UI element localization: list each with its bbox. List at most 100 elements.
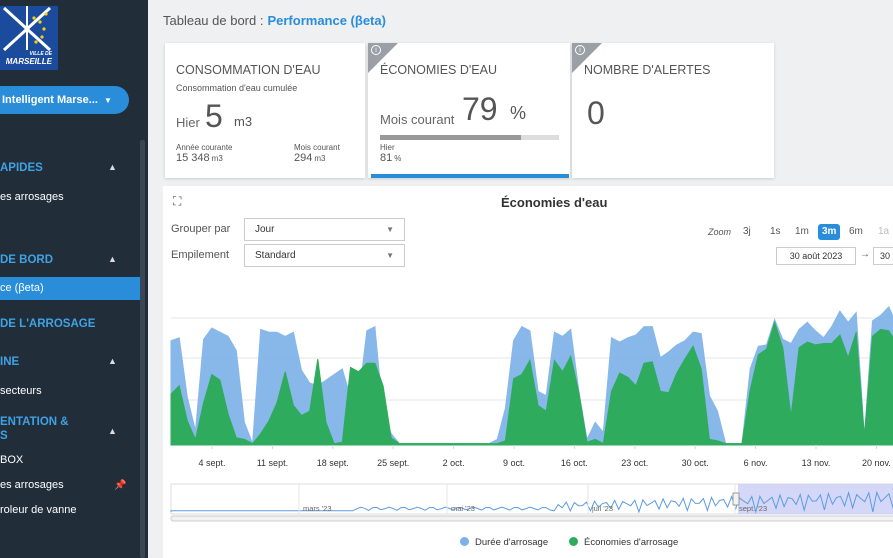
x-tick-label: 6 nov. (744, 458, 768, 468)
info-icon[interactable]: i (371, 45, 381, 55)
year-value: 15 348 m3 (176, 152, 223, 164)
alerts-value: 0 (587, 95, 605, 131)
legend-dot (569, 537, 578, 546)
chevron-down-icon: ▼ (386, 225, 394, 234)
date-range-arrow: → (860, 249, 870, 260)
pin-icon[interactable]: 📌 (114, 480, 127, 491)
x-tick-label: 16 oct. (561, 458, 588, 468)
card-consumption: CONSOMMATION D'EAU Consommation d'eau cu… (165, 43, 365, 178)
group-by-label: Grouper par (171, 223, 231, 235)
chevron-up-icon: ▲ (108, 356, 117, 366)
savings-progress-bar (380, 135, 559, 140)
date-to-input[interactable]: 30 (873, 247, 893, 265)
main-label: Hier (176, 115, 200, 130)
active-card-indicator (371, 174, 569, 178)
chevron-up-icon: ▲ (108, 254, 117, 264)
site-selector[interactable]: Intelligent Marse... ▼ (0, 86, 129, 114)
x-tick-label: 30 oct. (682, 458, 709, 468)
x-tick-label: 13 nov. (802, 458, 831, 468)
x-tick-label: 23 oct. (621, 458, 648, 468)
sidebar-scrollbar[interactable] (140, 140, 145, 558)
zoom-1m[interactable]: 1m (795, 226, 809, 237)
chart-title: Économies d'eau (501, 195, 608, 210)
x-tick-label: 18 sept. (317, 458, 349, 468)
nav-section-label: DE BORD (0, 254, 54, 266)
navigator-scrollbar (170, 515, 893, 522)
zoom-1a[interactable]: 1a (878, 226, 890, 237)
series-area-1 (170, 320, 893, 446)
nav-section-label: INE (0, 356, 20, 368)
nav-item-valve-controller[interactable]: roleur de vanne (0, 504, 77, 516)
x-tick-label: 11 sept. (257, 458, 288, 468)
group-by-select[interactable]: Jour ▼ (244, 218, 405, 241)
card-savings[interactable]: i ÉCONOMIES D'EAU Mois courant 79 % Hier… (368, 43, 570, 178)
navigator-selection (738, 484, 893, 514)
nav-section-watering[interactable]: DE L'ARROSAGE (0, 318, 96, 330)
nav-section-instrumentation[interactable]: ENTATION & ▲ (0, 416, 117, 436)
savings-progress-fill (380, 135, 522, 140)
x-tick-label: 25 sept. (377, 458, 409, 468)
x-tick-label: 9 oct. (503, 458, 525, 468)
main-unit: m3 (234, 114, 253, 129)
nav-section-label: ENTATION & (0, 416, 69, 428)
zoom-label: Zoom (708, 227, 732, 237)
legend-dot (460, 537, 469, 546)
x-tick-label: 20 nov. (862, 458, 891, 468)
city-logo[interactable]: VILLE DE MARSEILLE (0, 6, 58, 70)
nav-item-arrosages-2[interactable]: es arrosages (0, 479, 64, 491)
navigator-label: juil '23 (591, 504, 613, 513)
chevron-up-icon: ▲ (108, 162, 117, 172)
month-label: Mois courant (294, 143, 340, 152)
stacking-value: Standard (255, 250, 296, 261)
zoom-6m[interactable]: 6m (849, 226, 863, 237)
x-tick-label: 4 sept. (198, 458, 225, 468)
nav-item-arrosages[interactable]: es arrosages (0, 191, 64, 203)
water-savings-chart[interactable]: 4 sept. 11 sept. 18 sept. 25 sept. 2 oct. 9 o… (163, 186, 893, 558)
page-title-name: Performance (βeta) (267, 13, 386, 28)
logo-line1: VILLE DE (29, 51, 52, 57)
navigator-handle (732, 492, 740, 506)
x-tick-label: 2 oct. (443, 458, 465, 468)
nav-item-box[interactable]: BOX (0, 454, 24, 466)
nav-section-label: APIDES (0, 162, 43, 174)
caret-down-icon: ▼ (103, 96, 112, 105)
navigator-label: mars '23 (303, 504, 332, 513)
yesterday-label: Hier (380, 143, 395, 152)
fullscreen-icon[interactable]: ⛶ (173, 194, 182, 208)
chevron-down-icon: ▼ (386, 251, 394, 260)
navigator-series (170, 490, 893, 514)
card-title: CONSOMMATION D'EAU (176, 63, 321, 77)
navigator-label: mai '23 (451, 504, 475, 513)
zoom-3j[interactable]: 3j (743, 226, 751, 237)
zoom-1s[interactable]: 1s (770, 226, 781, 237)
nav-item-performance[interactable]: ce (βeta) (0, 277, 140, 300)
site-selector-label: Intelligent Marse... (2, 94, 98, 106)
year-label: Année courante (176, 143, 233, 152)
nav-section-instrumentation-line2: S (0, 430, 8, 442)
logo-line2: MARSEILLE (5, 57, 52, 66)
main-value: 5 (205, 98, 223, 134)
date-from-input[interactable]: 30 août 2023 (776, 247, 856, 265)
stacking-label: Empilement (171, 249, 230, 261)
stacking-select[interactable]: Standard ▼ (244, 244, 405, 267)
main-label: Mois courant (380, 112, 455, 127)
legend-item-duration[interactable]: Durée d'arrosage (460, 537, 548, 548)
legend-label: Durée d'arrosage (475, 537, 549, 548)
chart-panel: 4 sept. 11 sept. 18 sept. 25 sept. 2 oct. 9 o… (163, 186, 893, 558)
info-icon[interactable]: i (575, 45, 585, 55)
card-alerts[interactable]: i NOMBRE D'ALERTES 0 (572, 43, 774, 178)
page-title-prefix: Tableau de bord : (163, 13, 264, 28)
zoom-3m[interactable]: 3m (818, 224, 841, 240)
nav-section-machine[interactable]: INE ▲ (0, 356, 117, 368)
nav-section-quick[interactable]: APIDES ▲ (0, 162, 117, 174)
nav-section-dashboard[interactable]: DE BORD ▲ (0, 254, 117, 266)
page-title: Tableau de bord : Performance (βeta) (163, 13, 386, 28)
main-unit: % (510, 103, 527, 123)
nav-item-secteurs[interactable]: secteurs (0, 385, 42, 397)
main-value: 79 (462, 91, 498, 127)
yesterday-value: 81% (380, 152, 402, 164)
card-title: NOMBRE D'ALERTES (584, 63, 711, 77)
month-value: 294 m3 (294, 152, 326, 164)
legend-item-savings[interactable]: Économies d'arrosage (569, 537, 678, 548)
sidebar: VILLE DE MARSEILLE Intelligent Marse... ▼… (0, 0, 148, 558)
